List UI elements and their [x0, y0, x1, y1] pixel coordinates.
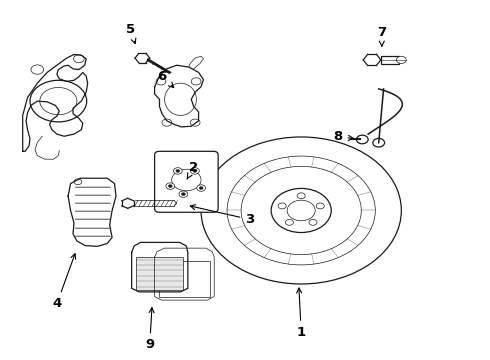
Text: 1: 1 — [296, 288, 306, 339]
Circle shape — [166, 183, 175, 189]
Text: 3: 3 — [190, 204, 254, 226]
Text: 6: 6 — [157, 69, 174, 87]
Circle shape — [356, 135, 368, 144]
Circle shape — [172, 169, 201, 191]
Text: 8: 8 — [333, 130, 353, 144]
Text: 2: 2 — [187, 161, 198, 179]
Circle shape — [181, 193, 185, 195]
Circle shape — [173, 168, 182, 174]
Bar — [136, 257, 183, 290]
Text: 7: 7 — [377, 27, 387, 46]
Circle shape — [179, 191, 188, 197]
Bar — [159, 261, 210, 297]
Text: 9: 9 — [145, 308, 154, 351]
Circle shape — [30, 80, 87, 122]
Circle shape — [396, 56, 406, 63]
Text: 5: 5 — [125, 23, 136, 44]
Ellipse shape — [165, 83, 196, 116]
Circle shape — [373, 138, 385, 147]
Circle shape — [176, 170, 180, 172]
Circle shape — [193, 170, 197, 172]
FancyBboxPatch shape — [155, 151, 218, 212]
Circle shape — [191, 168, 199, 174]
Circle shape — [169, 185, 172, 188]
Circle shape — [199, 186, 203, 189]
Bar — [381, 55, 399, 64]
Text: 4: 4 — [52, 254, 75, 310]
Circle shape — [197, 185, 206, 191]
